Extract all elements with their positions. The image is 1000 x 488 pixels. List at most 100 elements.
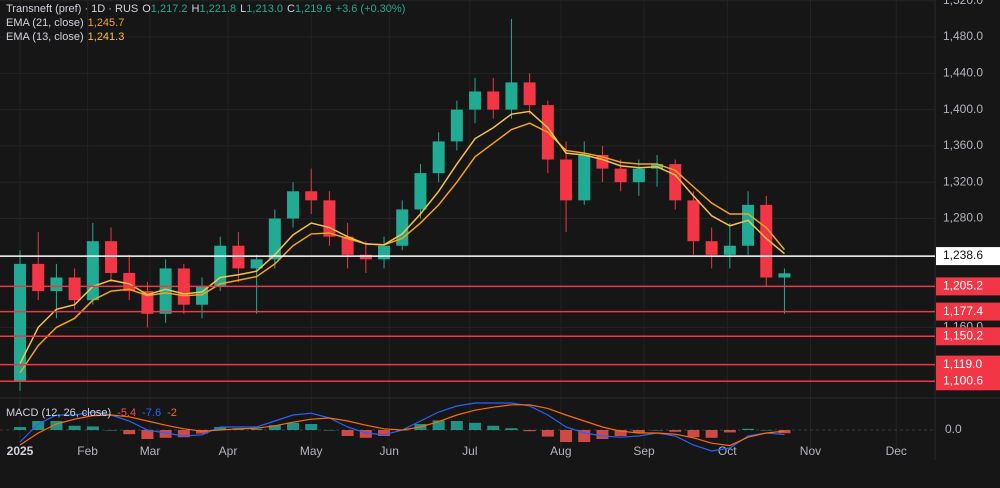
macd-histogram-bar xyxy=(523,430,536,432)
level-label: 1,177.4 xyxy=(943,304,983,318)
candle-body xyxy=(341,236,354,255)
ohlc-key: C xyxy=(286,3,295,15)
legend-row: Transneft (pref) · 1D · RUS O1,217.2 H1,22… xyxy=(6,2,405,16)
ohlc-value: 1,213.0 xyxy=(246,3,283,15)
level-box xyxy=(936,247,1000,266)
macd-histogram-bar xyxy=(450,421,463,430)
candle-body xyxy=(778,273,791,278)
legend-value: -7.6 xyxy=(142,407,161,419)
signal-line xyxy=(19,404,785,447)
candle-body xyxy=(632,168,645,183)
macd-histogram-bar xyxy=(341,430,354,436)
candle-body xyxy=(487,91,500,110)
ema-value: 1,241.3 xyxy=(87,31,125,43)
candle-body xyxy=(287,191,300,219)
candle-body xyxy=(523,82,536,106)
candle-body xyxy=(250,259,263,269)
macd-histogram-bar xyxy=(250,428,263,430)
level-box xyxy=(936,302,1000,321)
macd-histogram-bar xyxy=(214,427,227,430)
candle-body xyxy=(123,272,136,292)
y-tick-label: 1,520.0 xyxy=(943,0,983,7)
macd-histogram-bar xyxy=(596,430,609,439)
macd-histogram-bar xyxy=(268,425,281,430)
macd-histogram-bar xyxy=(287,422,300,430)
candle-body xyxy=(378,245,391,260)
ohlc-key: L xyxy=(240,3,247,15)
legend-value: -2 xyxy=(167,407,177,419)
candle-body xyxy=(505,82,518,110)
y-tick-label: 1,480.0 xyxy=(943,29,983,43)
x-tick-label: Nov xyxy=(800,444,821,458)
y-tick-label: 1,360.0 xyxy=(943,138,983,152)
candle-body xyxy=(469,91,482,110)
candle-body xyxy=(305,191,318,201)
ohlc-key: H xyxy=(191,3,200,15)
macd-histogram-bar xyxy=(123,430,136,435)
candle-body xyxy=(760,204,773,278)
level-label: 1,100.6 xyxy=(943,373,983,387)
macd-histogram-bar xyxy=(105,430,118,431)
ema-line xyxy=(19,110,785,365)
macd-legend: MACD (12, 26, close) -5.4 -7.6 -2 xyxy=(6,407,177,419)
candle-body xyxy=(614,168,627,183)
candle-body xyxy=(323,200,336,237)
macd-histogram-bar xyxy=(651,430,664,431)
ohlc-value: 1,217.2 xyxy=(150,3,188,15)
x-tick-label: Apr xyxy=(219,444,238,458)
x-tick-label: Aug xyxy=(550,444,571,458)
candle-body xyxy=(560,159,573,201)
macd-histogram-bar xyxy=(359,430,372,438)
y-tick-label: 1,320.0 xyxy=(943,174,983,188)
candle-body xyxy=(32,263,45,292)
candle-body xyxy=(232,245,245,269)
macd-histogram-bar xyxy=(432,420,445,430)
y-tick-label: 1,440.0 xyxy=(943,65,983,79)
y-tick-label: 0.0 xyxy=(945,422,962,436)
macd-histogram-bar xyxy=(469,422,482,430)
macd-histogram-bar xyxy=(505,428,518,430)
candle-body xyxy=(742,204,755,246)
candle-body xyxy=(105,241,118,273)
candle-body xyxy=(196,286,209,305)
candle-body xyxy=(68,277,81,301)
candle-body xyxy=(359,254,372,260)
macd-histogram-bar xyxy=(378,430,391,436)
macd-histogram-bar xyxy=(50,421,63,430)
candle-body xyxy=(705,241,718,255)
macd-histogram-bar xyxy=(159,430,172,438)
x-tick-label: Jul xyxy=(462,444,477,458)
macd-histogram-bar xyxy=(705,430,718,438)
level-label: 1,119.0 xyxy=(943,357,982,371)
level-box xyxy=(936,355,1000,374)
x-tick-label: Sep xyxy=(633,444,655,458)
macd-histogram-bar xyxy=(141,430,154,439)
ohlc-key: O xyxy=(142,3,151,15)
x-tick-label: Feb xyxy=(77,444,98,458)
legend-row: EMA (21, close) 1,245.7 xyxy=(6,16,405,30)
ema-line xyxy=(19,122,786,374)
change: +3.6 (+0.30%) xyxy=(335,3,406,15)
macd-histogram-bar xyxy=(669,430,682,432)
macd-histogram-bar xyxy=(560,430,573,442)
level-box xyxy=(936,277,1000,296)
x-tick-label: Dec xyxy=(886,444,907,458)
macd-histogram-bar xyxy=(305,424,318,430)
x-tick-label: Oct xyxy=(718,444,737,458)
macd-histogram-bar xyxy=(541,430,554,437)
candle-body xyxy=(268,218,281,260)
macd-histogram-bar xyxy=(32,421,45,430)
macd-histogram-bar xyxy=(632,430,645,433)
x-tick-label: 2025 xyxy=(7,444,34,458)
y-tick-label: 1,400.0 xyxy=(943,102,983,116)
candle-body xyxy=(414,173,427,210)
level-box xyxy=(936,372,1000,391)
macd-histogram-bar xyxy=(487,425,500,430)
y-tick-label: 1,280.0 xyxy=(943,211,983,225)
ema-name: EMA (21, close) xyxy=(6,17,84,29)
macd-histogram-bar xyxy=(723,430,736,433)
macd-histogram-bar xyxy=(177,430,190,438)
macd-histogram-bar xyxy=(68,425,81,430)
legend: Transneft (pref) · 1D · RUS O1,217.2 H1,22… xyxy=(6,2,405,44)
